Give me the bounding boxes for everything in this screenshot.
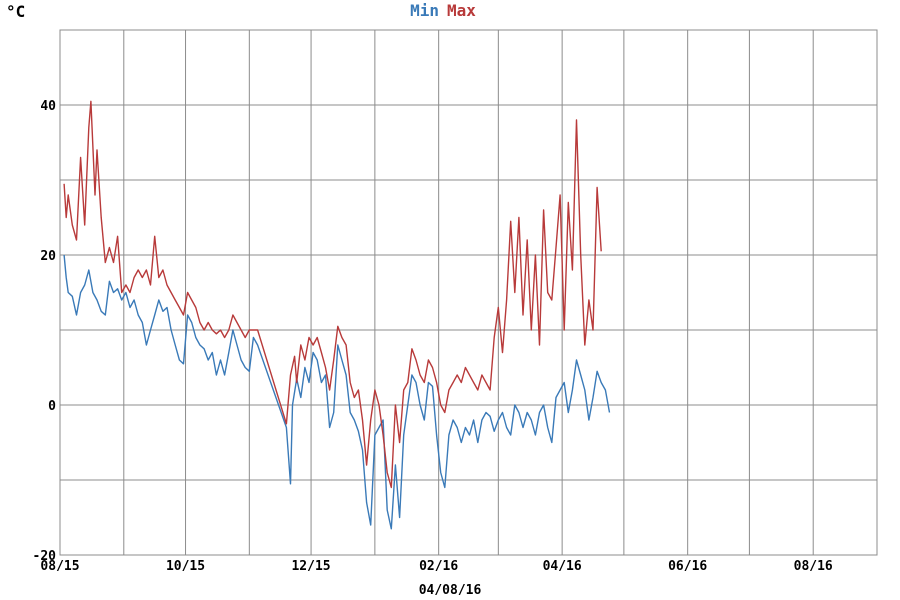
x-tick-label: 12/15 (291, 559, 330, 574)
y-tick-label: 40 (40, 99, 56, 114)
x-tick-label: 02/16 (419, 559, 458, 574)
legend-min: Min (410, 1, 439, 20)
y-tick-labels: -20 0 20 40 (33, 99, 57, 564)
grid (60, 30, 877, 555)
y-tick-label: -20 (33, 549, 57, 564)
y-unit-label: °C (6, 2, 25, 21)
series-line-max (63, 100, 602, 489)
x-tick-label: 04/16 (543, 559, 582, 574)
x-tick-label: 08/15 (40, 559, 79, 574)
x-tick-label: 10/15 (166, 559, 205, 574)
series-layer (63, 100, 611, 530)
x-tick-labels: 08/15 10/15 12/15 02/16 04/16 06/16 08/16 (40, 559, 833, 574)
legend-max: Max (447, 1, 476, 20)
footer-date: 04/08/16 (419, 583, 482, 598)
plot-frame (59, 29, 878, 556)
legend: Min Max (410, 1, 476, 20)
y-tick-label: 20 (40, 249, 56, 264)
y-tick-label: 0 (48, 399, 56, 414)
x-tick-label: 08/16 (794, 559, 833, 574)
x-tick-label: 06/16 (668, 559, 707, 574)
series-line-min (63, 254, 611, 530)
